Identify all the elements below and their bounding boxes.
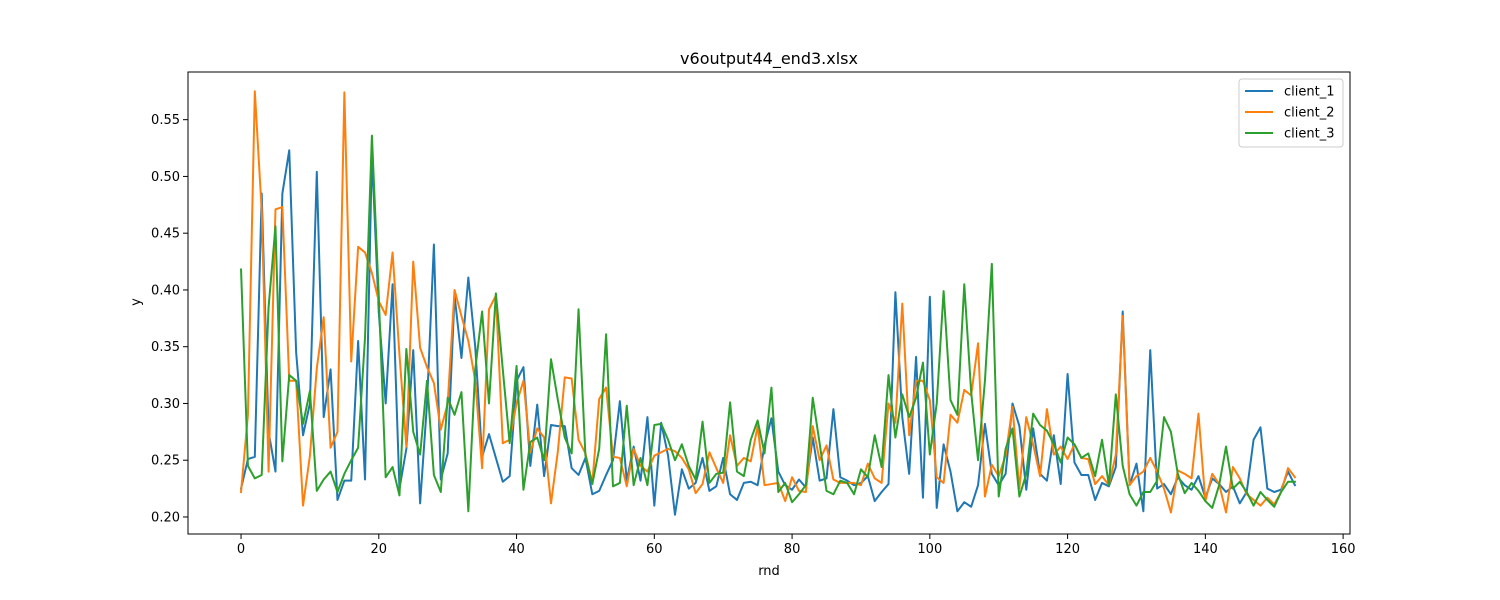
y-axis: 0.20 0.25 0.30 0.35 0.40 0.45 0.50 0.55 xyxy=(151,113,188,525)
x-tick-label: 100 xyxy=(917,542,942,557)
x-tick-label: 60 xyxy=(646,542,663,557)
y-tick-label: 0.30 xyxy=(151,397,180,412)
chart-title: v6output44_end3.xlsx xyxy=(680,49,858,69)
y-tick-label: 0.40 xyxy=(151,283,180,298)
y-tick-label: 0.55 xyxy=(151,113,180,128)
x-axis: 0 20 40 60 80 100 120 140 160 xyxy=(237,534,1356,557)
legend-label: client_2 xyxy=(1284,106,1334,121)
x-tick-label: 120 xyxy=(1055,542,1080,557)
legend-label: client_1 xyxy=(1284,85,1334,100)
y-axis-label: y xyxy=(129,298,144,306)
x-tick-label: 40 xyxy=(508,542,525,557)
x-tick-label: 20 xyxy=(371,542,388,557)
series-line-client-3 xyxy=(240,134,1296,513)
y-tick-label: 0.45 xyxy=(151,227,180,242)
series-line-client-2 xyxy=(239,90,1297,514)
y-tick-label: 0.25 xyxy=(151,454,180,469)
series-lines xyxy=(239,90,1297,516)
y-tick-label: 0.50 xyxy=(151,170,180,185)
x-axis-label: rnd xyxy=(758,564,780,579)
axes-frame xyxy=(187,71,1351,535)
x-tick-label: 160 xyxy=(1331,542,1356,557)
y-tick-label: 0.20 xyxy=(151,510,180,525)
legend: client_1 client_2 client_3 xyxy=(1238,78,1344,148)
legend-label: client_3 xyxy=(1284,127,1334,142)
legend-box xyxy=(1238,78,1344,148)
x-tick-label: 0 xyxy=(237,542,245,557)
plot-area xyxy=(187,71,1351,535)
x-tick-label: 80 xyxy=(784,542,801,557)
x-tick-label: 140 xyxy=(1193,542,1218,557)
y-tick-label: 0.35 xyxy=(151,340,180,355)
